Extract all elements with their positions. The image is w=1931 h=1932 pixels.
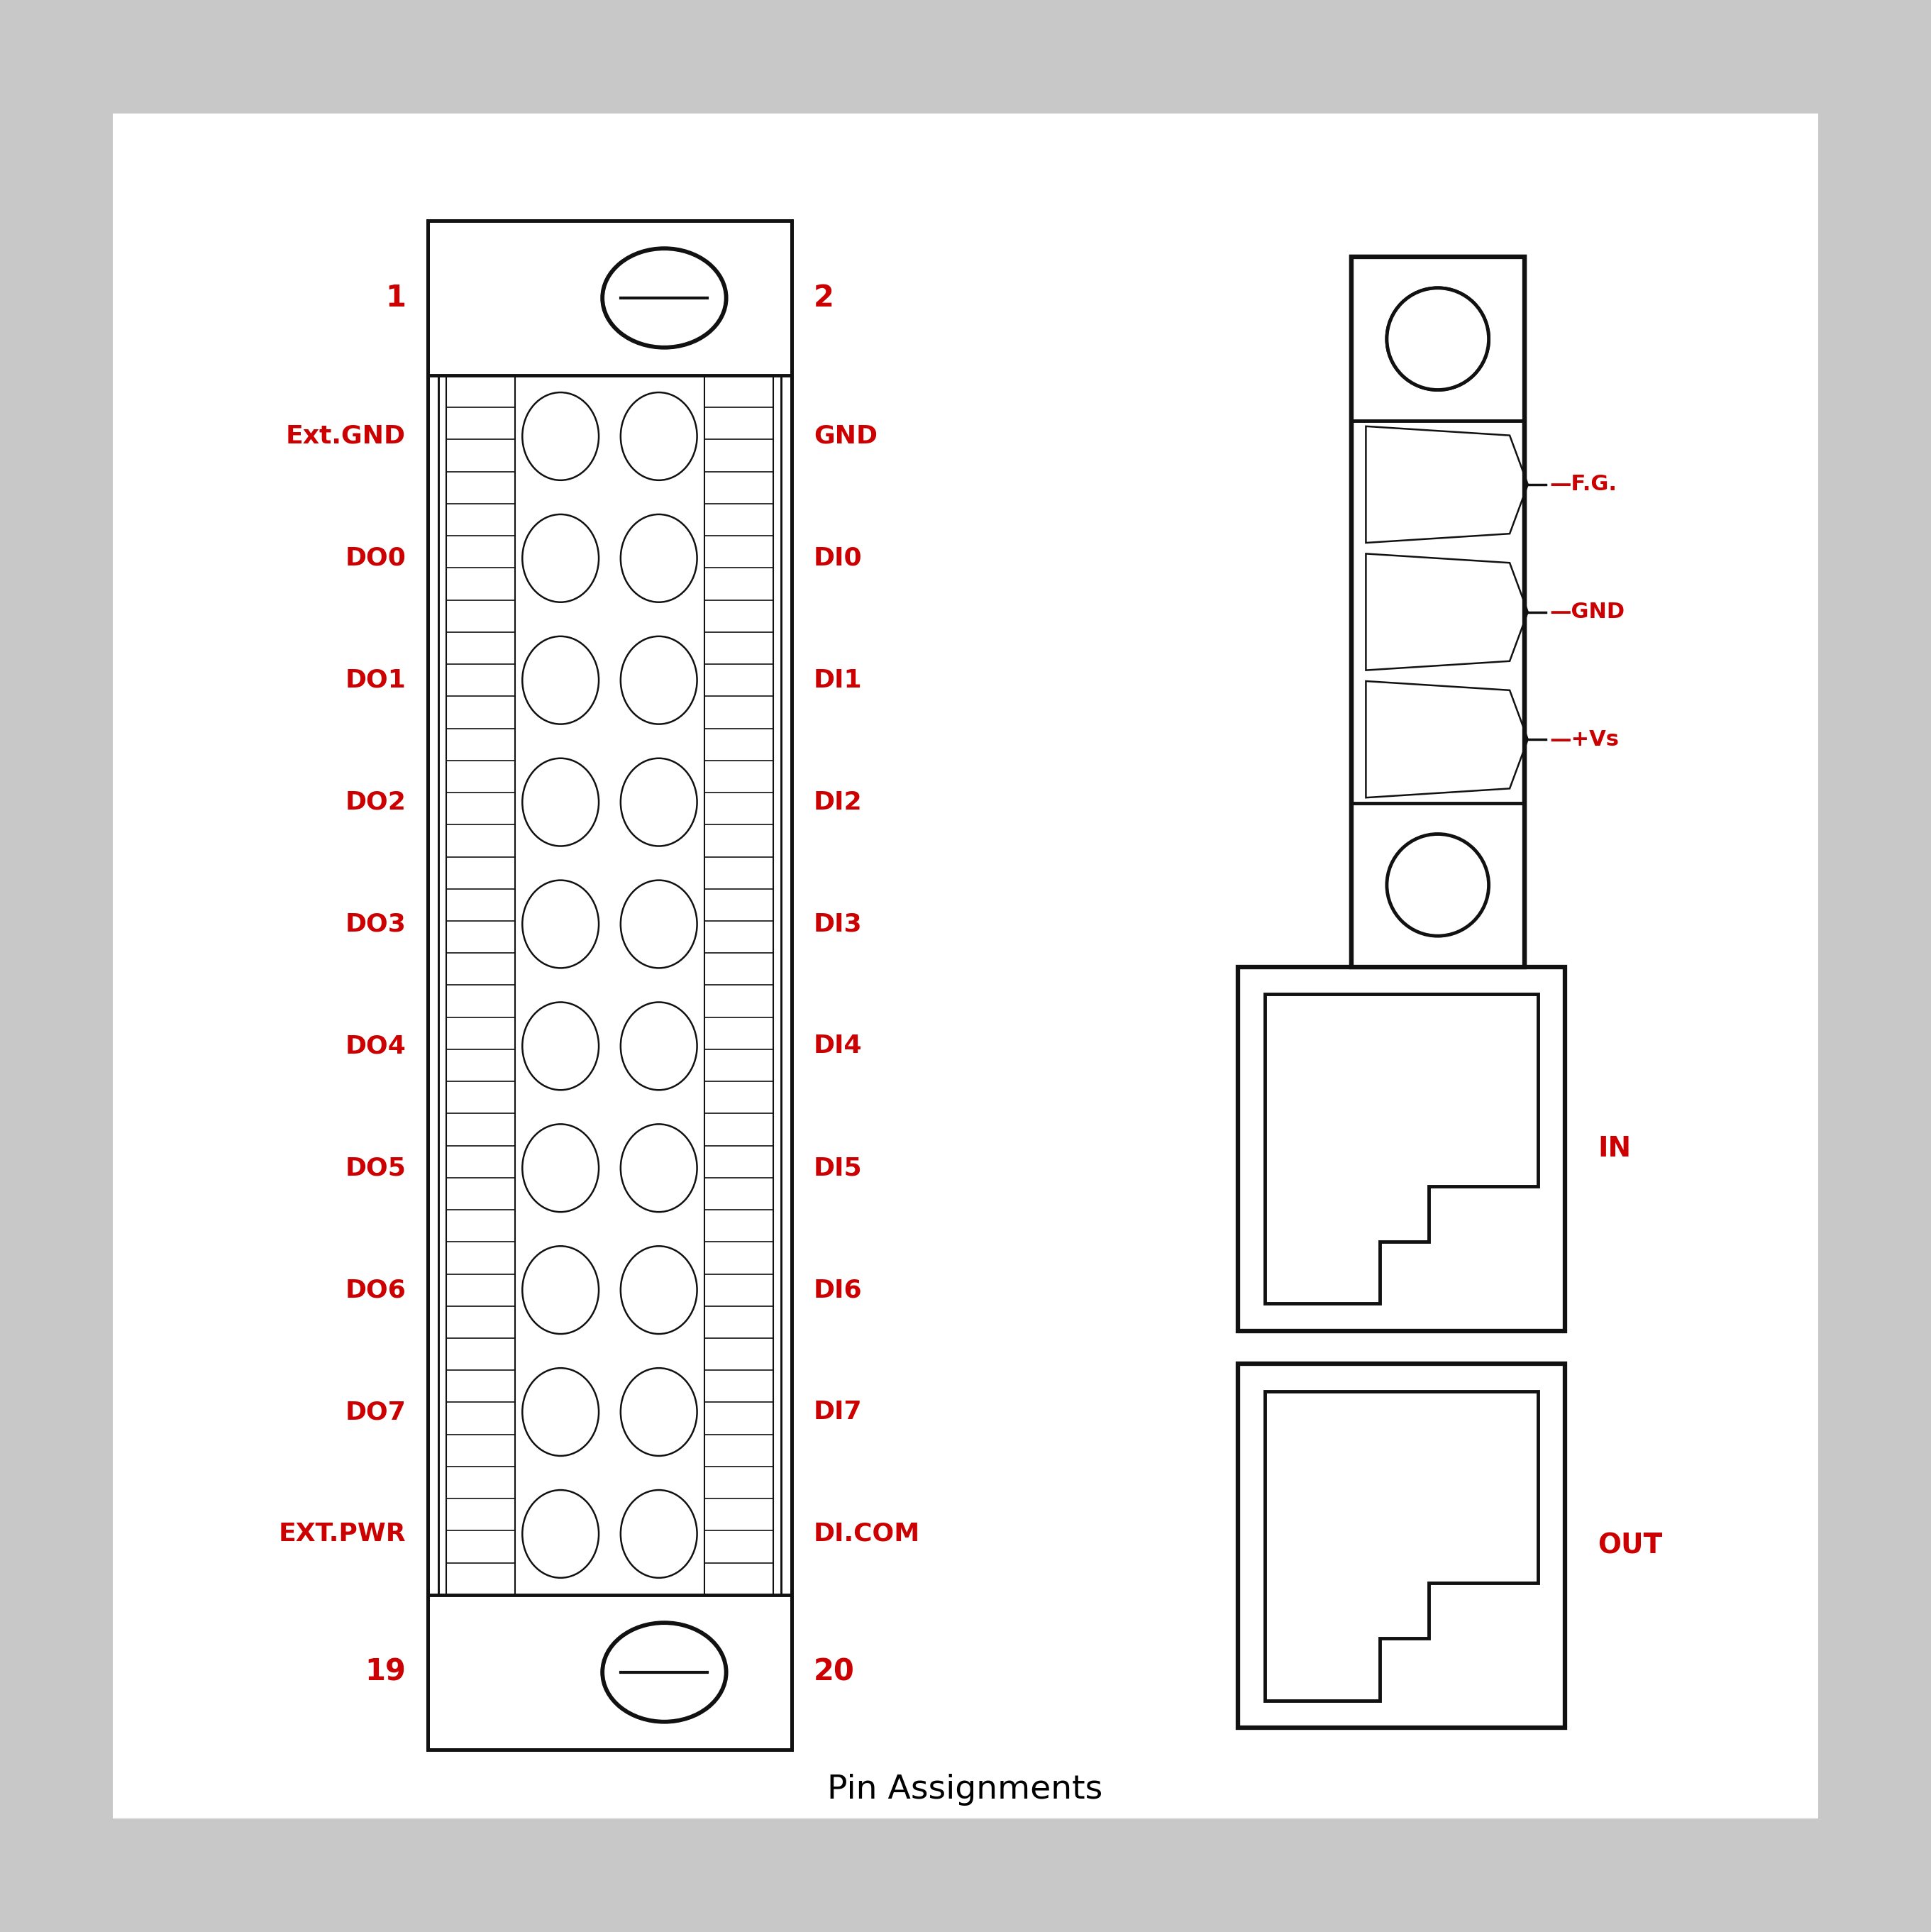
Ellipse shape — [620, 1246, 697, 1333]
Bar — [427, 220, 792, 375]
Ellipse shape — [602, 249, 726, 348]
Ellipse shape — [620, 392, 697, 481]
Ellipse shape — [620, 636, 697, 724]
Ellipse shape — [521, 1368, 599, 1457]
Bar — [427, 220, 792, 1750]
Text: DO7: DO7 — [346, 1401, 406, 1424]
Text: —GND: —GND — [1551, 601, 1626, 622]
Ellipse shape — [620, 1490, 697, 1578]
Polygon shape — [1265, 995, 1537, 1304]
Polygon shape — [1365, 682, 1527, 798]
Bar — [427, 1596, 792, 1750]
Text: DI0: DI0 — [813, 547, 863, 570]
Text: DO1: DO1 — [346, 668, 406, 692]
Ellipse shape — [620, 881, 697, 968]
Ellipse shape — [521, 757, 599, 846]
Bar — [112, 114, 1819, 1818]
Text: DO3: DO3 — [346, 912, 406, 937]
Text: —F.G.: —F.G. — [1551, 473, 1616, 495]
Text: DI5: DI5 — [813, 1155, 863, 1180]
Text: DI4: DI4 — [813, 1034, 863, 1059]
Circle shape — [1386, 288, 1489, 390]
Text: DO6: DO6 — [346, 1277, 406, 1302]
Text: DO4: DO4 — [346, 1034, 406, 1059]
Text: DO0: DO0 — [346, 547, 406, 570]
Text: 19: 19 — [365, 1658, 406, 1687]
Ellipse shape — [620, 757, 697, 846]
Ellipse shape — [620, 1368, 697, 1457]
Circle shape — [1386, 288, 1489, 390]
Text: DO2: DO2 — [346, 790, 406, 813]
Ellipse shape — [620, 1124, 697, 1211]
Bar — [1352, 257, 1524, 966]
Text: EXT.PWR: EXT.PWR — [278, 1522, 406, 1546]
Text: 20: 20 — [813, 1658, 855, 1687]
Text: DI7: DI7 — [813, 1401, 863, 1424]
Bar — [427, 220, 792, 1750]
Bar — [438, 375, 780, 1596]
Text: 2: 2 — [813, 284, 834, 313]
Circle shape — [1386, 835, 1489, 935]
Polygon shape — [1365, 554, 1527, 670]
Text: DO5: DO5 — [346, 1155, 406, 1180]
Text: —+Vs: —+Vs — [1551, 728, 1620, 750]
Text: DI.COM: DI.COM — [813, 1522, 919, 1546]
Text: OUT: OUT — [1599, 1532, 1663, 1559]
Ellipse shape — [521, 881, 599, 968]
Text: IN: IN — [1599, 1136, 1632, 1163]
Ellipse shape — [521, 392, 599, 481]
Ellipse shape — [521, 514, 599, 603]
Ellipse shape — [521, 1490, 599, 1578]
Bar — [1238, 966, 1566, 1331]
Polygon shape — [1365, 427, 1527, 543]
Bar — [1352, 257, 1524, 966]
Bar — [1352, 257, 1524, 421]
Text: Ext.GND: Ext.GND — [286, 425, 406, 448]
Bar — [1238, 1364, 1566, 1727]
Text: 1: 1 — [386, 284, 406, 313]
Bar — [1352, 804, 1524, 966]
Text: DI2: DI2 — [813, 790, 863, 813]
Ellipse shape — [521, 1003, 599, 1090]
Text: DI6: DI6 — [813, 1277, 863, 1302]
Bar — [446, 375, 516, 1596]
Ellipse shape — [521, 636, 599, 724]
Text: GND: GND — [813, 425, 877, 448]
Ellipse shape — [521, 1246, 599, 1333]
Bar — [705, 375, 774, 1596]
Polygon shape — [1265, 1391, 1537, 1700]
Ellipse shape — [620, 514, 697, 603]
Text: DI3: DI3 — [813, 912, 863, 937]
Text: DI1: DI1 — [813, 668, 863, 692]
Ellipse shape — [521, 1124, 599, 1211]
Text: Pin Assignments: Pin Assignments — [826, 1774, 1103, 1806]
Ellipse shape — [620, 1003, 697, 1090]
Ellipse shape — [602, 1623, 726, 1721]
